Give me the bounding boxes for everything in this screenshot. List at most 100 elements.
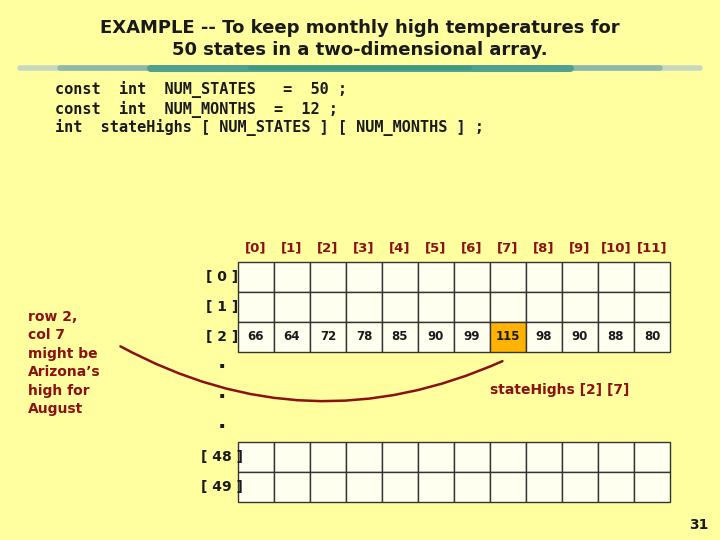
Text: 88: 88 <box>608 330 624 343</box>
Bar <box>274 442 310 472</box>
Text: [ 2 ]: [ 2 ] <box>206 330 238 344</box>
Bar <box>274 292 310 322</box>
Text: [7]: [7] <box>498 241 518 254</box>
Bar <box>634 292 670 322</box>
Text: [3]: [3] <box>354 241 374 254</box>
Bar <box>490 262 526 292</box>
Bar <box>382 262 418 292</box>
Bar <box>634 322 670 352</box>
Text: ·: · <box>218 357 226 377</box>
Text: 98: 98 <box>536 330 552 343</box>
Text: [10]: [10] <box>600 241 631 254</box>
Bar <box>310 292 346 322</box>
Bar <box>454 292 490 322</box>
Bar <box>274 322 310 352</box>
Bar <box>634 442 670 472</box>
Bar <box>526 472 562 502</box>
Bar <box>418 322 454 352</box>
Bar <box>418 292 454 322</box>
Bar <box>382 292 418 322</box>
Text: stateHighs [2] [7]: stateHighs [2] [7] <box>490 383 629 397</box>
Bar <box>526 292 562 322</box>
Text: [ 49 ]: [ 49 ] <box>201 480 243 494</box>
Text: [1]: [1] <box>282 241 302 254</box>
Text: EXAMPLE -- To keep monthly high temperatures for: EXAMPLE -- To keep monthly high temperat… <box>100 19 620 37</box>
Bar <box>310 442 346 472</box>
Bar <box>274 472 310 502</box>
Text: const  int  NUM_MONTHS  =  12 ;: const int NUM_MONTHS = 12 ; <box>55 100 338 118</box>
Bar <box>526 322 562 352</box>
Bar <box>454 472 490 502</box>
Text: [9]: [9] <box>570 241 590 254</box>
Text: 50 states in a two-dimensional array.: 50 states in a two-dimensional array. <box>172 41 548 59</box>
Bar <box>562 472 598 502</box>
Text: [5]: [5] <box>426 241 446 254</box>
Text: [8]: [8] <box>534 241 554 254</box>
Bar <box>490 292 526 322</box>
Bar <box>382 442 418 472</box>
Bar <box>598 442 634 472</box>
Bar <box>634 262 670 292</box>
Text: [4]: [4] <box>390 241 410 254</box>
Text: 99: 99 <box>464 330 480 343</box>
Bar <box>490 442 526 472</box>
Bar <box>634 472 670 502</box>
Bar <box>418 442 454 472</box>
Bar <box>346 292 382 322</box>
Bar <box>454 322 490 352</box>
Bar <box>238 262 274 292</box>
Text: 85: 85 <box>392 330 408 343</box>
Bar <box>562 292 598 322</box>
Bar <box>346 262 382 292</box>
Bar <box>598 262 634 292</box>
Text: 66: 66 <box>248 330 264 343</box>
Bar <box>238 442 274 472</box>
Bar <box>274 262 310 292</box>
Bar <box>562 262 598 292</box>
Bar <box>382 472 418 502</box>
Text: [6]: [6] <box>462 241 482 254</box>
Bar <box>382 322 418 352</box>
Bar <box>454 262 490 292</box>
Bar <box>238 292 274 322</box>
Bar <box>346 442 382 472</box>
Bar <box>418 262 454 292</box>
Bar <box>238 472 274 502</box>
Bar <box>526 262 562 292</box>
Text: 64: 64 <box>284 330 300 343</box>
Bar <box>310 262 346 292</box>
Text: const  int  NUM_STATES   =  50 ;: const int NUM_STATES = 50 ; <box>55 82 347 98</box>
Bar <box>454 442 490 472</box>
Text: 31: 31 <box>688 518 708 532</box>
Text: 72: 72 <box>320 330 336 343</box>
Text: 90: 90 <box>428 330 444 343</box>
Bar <box>346 472 382 502</box>
Text: 90: 90 <box>572 330 588 343</box>
Text: int  stateHighs [ NUM_STATES ] [ NUM_MONTHS ] ;: int stateHighs [ NUM_STATES ] [ NUM_MONT… <box>55 119 484 137</box>
Text: [ 1 ]: [ 1 ] <box>206 300 238 314</box>
Text: 80: 80 <box>644 330 660 343</box>
Text: [2]: [2] <box>318 241 338 254</box>
Bar <box>598 322 634 352</box>
Bar <box>346 322 382 352</box>
Text: [ 0 ]: [ 0 ] <box>206 270 238 284</box>
Bar <box>562 322 598 352</box>
Text: [0]: [0] <box>246 241 266 254</box>
Bar <box>310 472 346 502</box>
Bar <box>526 442 562 472</box>
Text: [11]: [11] <box>636 241 667 254</box>
Bar <box>310 322 346 352</box>
Bar <box>418 472 454 502</box>
Text: 115: 115 <box>496 330 521 343</box>
Text: ·: · <box>218 387 226 407</box>
Bar <box>562 442 598 472</box>
Bar <box>490 472 526 502</box>
Bar <box>238 322 274 352</box>
Text: [ 48 ]: [ 48 ] <box>201 450 243 464</box>
Bar <box>598 472 634 502</box>
Text: ·: · <box>218 417 226 437</box>
Bar <box>598 292 634 322</box>
Bar <box>490 322 526 352</box>
Text: 78: 78 <box>356 330 372 343</box>
Text: row 2,
col 7
might be
Arizona’s
high for
August: row 2, col 7 might be Arizona’s high for… <box>28 310 101 416</box>
